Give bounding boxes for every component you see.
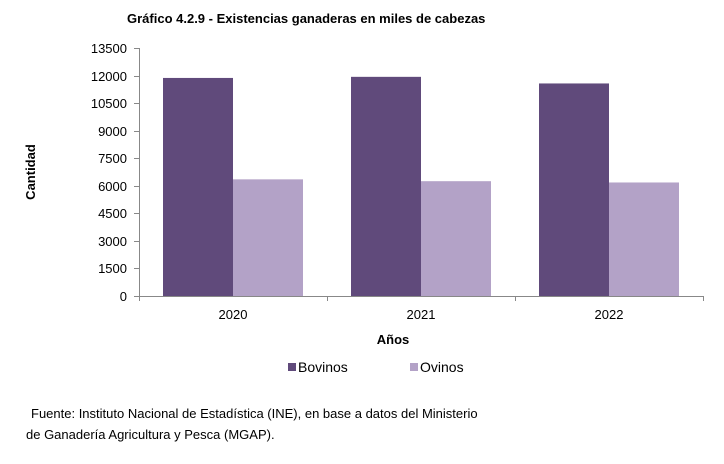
x-axis-title: Años [377, 332, 410, 347]
x-tick-label: 2021 [407, 307, 436, 322]
legend-label-bovinos: Bovinos [298, 359, 348, 375]
x-tick-label: 2022 [595, 307, 624, 322]
bar-bovinos-2022 [539, 83, 609, 297]
plot-area: 0 1500 3000 4500 6000 7500 9000 10500 12000 13500… [91, 41, 704, 322]
y-tick-label: 7500 [98, 151, 127, 166]
y-tick-label: 0 [120, 289, 127, 304]
bar-bovinos-2021 [351, 76, 421, 296]
chart-title: Gráfico 4.2.9 - Existencias ganaderas en… [127, 11, 485, 26]
bar-ovinos-2022 [609, 182, 679, 296]
bar-bovinos-2020 [163, 77, 233, 297]
legend: Bovinos Ovinos [288, 359, 464, 375]
y-tick-label: 9000 [98, 124, 127, 139]
y-tick-label: 3000 [98, 234, 127, 249]
y-tick-label: 13500 [91, 41, 127, 56]
bar-ovinos-2020 [233, 179, 303, 296]
y-axis-title: Cantidad [23, 144, 38, 200]
source-note-line-2: de Ganadería Agricultura y Pesca (MGAP). [26, 427, 275, 442]
y-tick-label: 6000 [98, 179, 127, 194]
bar-ovinos-2021 [421, 181, 491, 296]
y-tick-label: 4500 [98, 206, 127, 221]
legend-label-ovinos: Ovinos [420, 359, 464, 375]
y-tick-label: 12000 [91, 69, 127, 84]
y-tick-label: 10500 [91, 96, 127, 111]
x-tick-label: 2020 [219, 307, 248, 322]
source-note-line-1: Fuente: Instituto Nacional de Estadístic… [31, 406, 478, 421]
source-note: Fuente: Instituto Nacional de Estadístic… [26, 403, 586, 445]
legend-swatch-bovinos [288, 363, 296, 371]
legend-swatch-ovinos [410, 363, 418, 371]
y-tick-label: 1500 [98, 261, 127, 276]
